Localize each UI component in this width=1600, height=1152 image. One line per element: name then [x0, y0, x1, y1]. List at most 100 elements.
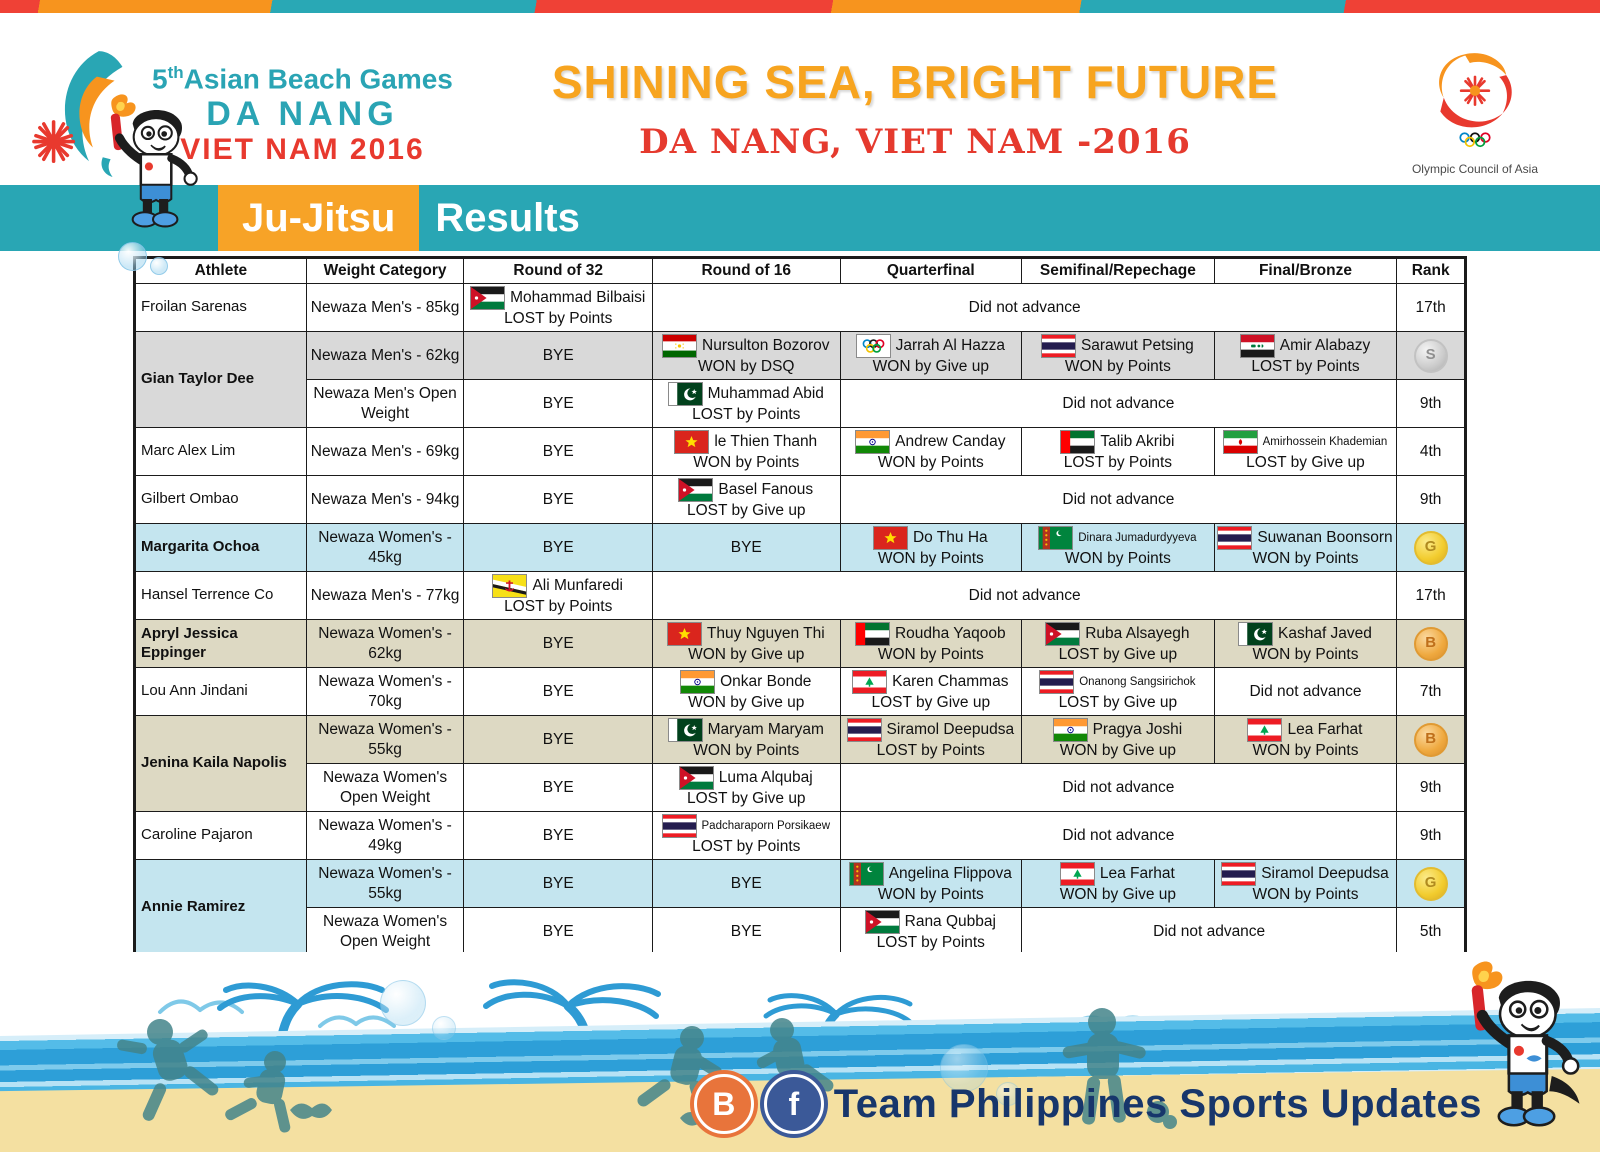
did-not-advance-cell: Did not advance [1021, 907, 1398, 957]
opponent-name: Ali Munfaredi [532, 577, 623, 595]
flag-brunei-icon [493, 574, 527, 597]
rank-cell: 9th [1396, 811, 1466, 860]
facebook-icon[interactable]: f [763, 1074, 824, 1134]
blogger-icon[interactable]: B [693, 1074, 754, 1134]
flag-thailand-icon [1218, 526, 1252, 549]
bye-cell: BYE [463, 523, 653, 572]
match-cell: Lea Farhat WON by Give up [1021, 859, 1215, 908]
athlete-cell: Gilbert Ombao [134, 475, 307, 524]
sport-banner: Ju-Jitsu Results [0, 94, 1600, 251]
table-row: Hansel Terrence Co Newaza Men's - 77kg Ali… [134, 571, 1466, 620]
match-cell: Pragya Joshi WON by Give up [1021, 715, 1215, 764]
flag-turkmenistan-icon [1039, 526, 1073, 549]
match-result: WON by Give up [688, 693, 805, 711]
opponent-name: Karen Chammas [892, 673, 1009, 691]
gold-medal-icon: G [1413, 866, 1448, 901]
match-cell: Suwanan Boonsorn WON by Points [1213, 523, 1398, 572]
flag-thailand-icon [847, 718, 881, 741]
bubble-decoration [940, 1044, 988, 1092]
match-cell: Kashaf Javed WON by Points [1213, 619, 1398, 668]
flag-vietnam-icon [667, 622, 701, 645]
bye-cell: BYE [463, 907, 653, 957]
rank-cell: S [1396, 331, 1466, 380]
opponent-name: Luma Alqubaj [718, 769, 813, 787]
sport-name-box: Ju-Jitsu [218, 185, 420, 251]
weight-category-cell: Newaza Women's - 45kg [305, 523, 465, 572]
match-result: LOST by Points [504, 309, 613, 327]
column-header: Weight Category [305, 257, 465, 284]
flag-jordan-icon [1046, 622, 1080, 645]
column-header: Rank [1396, 257, 1466, 284]
match-cell: Talib Akribi LOST by Points [1021, 427, 1215, 476]
athlete-silhouettes-icon [117, 1008, 1177, 1133]
bye-cell: BYE [463, 475, 653, 524]
table-row: Caroline Pajaron Newaza Women's - 49kg BYE… [134, 811, 1466, 860]
opponent-name: Sarawut Petsing [1080, 337, 1194, 355]
match-cell: Padcharaporn Porsikaew LOST by Points [652, 811, 841, 860]
column-header: Quarterfinal [839, 257, 1023, 284]
match-cell: Siramol Deepudsa WON by Points [1213, 859, 1398, 908]
mascot-icon [110, 94, 198, 228]
rank-cell: 17th [1396, 283, 1466, 332]
match-cell: Luma Alqubaj LOST by Give up [652, 763, 841, 812]
match-cell: Karen Chammas LOST by Give up [839, 667, 1023, 716]
table-row: Gian Taylor Dee Newaza Men's - 62kg BYE Nur… [134, 331, 1466, 428]
social-caption-row: B f Team Philippines Sports Updates [693, 1074, 1482, 1134]
rank-cell: B [1396, 619, 1466, 668]
match-result: LOST by Points [692, 405, 801, 423]
match-result: LOST by Points [1063, 453, 1172, 471]
weight-category-cell: Newaza Women's - 62kg [305, 619, 465, 668]
column-header: Semifinal/Repechage [1021, 257, 1215, 284]
opponent-name: le Thien Thanh [714, 433, 818, 451]
bye-cell: BYE [463, 859, 653, 908]
results-label: Results [435, 195, 580, 240]
top-color-stripe [0, 0, 1600, 13]
athlete-cell: Caroline Pajaron [134, 811, 307, 860]
match-result: WON by Give up [688, 645, 805, 663]
match-result: LOST by Points [692, 837, 801, 855]
weight-category-cell: Newaza Men's - 69kg [305, 427, 465, 476]
rank-cell: B [1396, 715, 1466, 764]
bubble-decoration [996, 1082, 1020, 1106]
match-result: WON by Points [693, 453, 800, 471]
flag-vietnam-icon [873, 526, 907, 549]
match-cell: Onkar Bonde WON by Give up [652, 667, 841, 716]
table-row: Froilan Sarenas Newaza Men's - 85kg Mohamm… [134, 283, 1466, 332]
flag-olympic-icon [856, 334, 890, 357]
athlete-cell: Hansel Terrence Co [134, 571, 307, 620]
match-cell: Dinara Jumadurdyyeva WON by Points [1021, 523, 1215, 572]
opponent-name: Roudha Yaqoob [894, 625, 1006, 643]
flag-lebanon-icon [1060, 862, 1094, 885]
rank-cell: 7th [1396, 667, 1466, 716]
did-not-advance-cell: Did not advance [839, 811, 1398, 860]
oca-swirl-icon [1439, 53, 1512, 148]
match-cell: Amirhossein Khademian LOST by Give up [1213, 427, 1398, 476]
bye-cell: BYE [652, 523, 841, 572]
opponent-name: Do Thu Ha [912, 529, 988, 547]
weight-category-cell: Newaza Men's - 77kg [305, 571, 465, 620]
table-row: Apryl Jessica Eppinger Newaza Women's - 6… [134, 619, 1466, 668]
rank-cell: 9th [1396, 763, 1466, 812]
match-result: WON by Points [877, 549, 984, 567]
opponent-name: Padcharaporn Porsikaew [701, 819, 831, 832]
match-result: LOST by Points [1251, 357, 1360, 375]
match-result: WON by Points [1064, 357, 1171, 375]
footer-caption: Team Philippines Sports Updates [833, 1081, 1482, 1126]
match-result: LOST by Points [876, 741, 985, 759]
match-result: WON by Points [1252, 741, 1359, 759]
oca-caption: Olympic Council of Asia [1411, 162, 1539, 176]
column-header: Final/Bronze [1213, 257, 1398, 284]
table-row: Newaza Women's Open Weight BYE Luma Alquba… [135, 763, 1466, 812]
column-header: Round of 32 [463, 257, 653, 284]
match-cell: Thuy Nguyen Thi WON by Give up [652, 619, 841, 668]
weight-category-cell: Newaza Women's Open Weight [305, 907, 465, 957]
flag-tajikistan-icon [663, 334, 696, 357]
bye-cell: BYE [463, 811, 653, 860]
flag-lebanon-icon [853, 670, 887, 693]
flag-jordan-icon [471, 286, 505, 309]
opponent-name: Andrew Canday [895, 433, 1006, 451]
match-result: LOST by Give up [686, 501, 806, 519]
bye-cell: BYE [463, 331, 653, 380]
table-row: Newaza Men's Open Weight BYE Muhammad Abid… [135, 379, 1466, 428]
flag-uae-icon [1061, 430, 1095, 453]
